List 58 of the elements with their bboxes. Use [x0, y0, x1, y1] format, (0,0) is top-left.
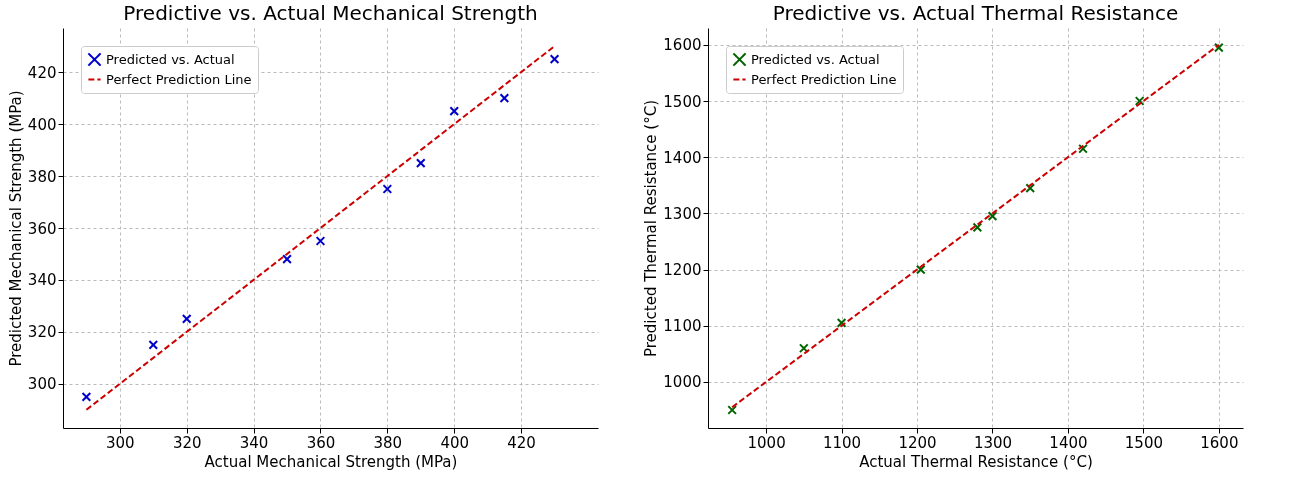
point	[1213, 42, 1224, 53]
y-tick-label: 380	[27, 167, 57, 186]
chart-title: Predictive vs. Actual Thermal Resistance	[772, 1, 1179, 25]
x-tick-label: 1400	[1049, 433, 1088, 452]
point	[915, 264, 926, 275]
y-tick-label: 320	[27, 323, 57, 342]
y-tick-label: 360	[27, 219, 57, 238]
legend-label: Predicted vs. Actual	[106, 51, 235, 67]
y-tick-label: 1200	[663, 261, 702, 280]
legend-label: Perfect Prediction Line	[751, 71, 897, 87]
point	[1078, 143, 1088, 154]
y-tick-label: 340	[27, 271, 57, 290]
y-tick-label: 1400	[663, 148, 702, 167]
point	[315, 236, 326, 246]
point	[181, 314, 192, 324]
x-tick-label: 360	[306, 433, 336, 452]
legend-label: Perfect Prediction Line	[106, 71, 252, 87]
y-tick-label: 1500	[663, 92, 702, 111]
x-axis-title: Actual Thermal Resistance (°C)	[859, 452, 1093, 471]
point	[282, 254, 292, 265]
point	[727, 405, 738, 415]
point	[798, 343, 809, 354]
y-tick-label: 420	[27, 63, 57, 82]
y-tick-label: 400	[27, 115, 57, 134]
x-tick-label: 1000	[747, 433, 786, 452]
point	[972, 222, 983, 233]
legend-label: Predicted vs. Actual	[751, 51, 880, 67]
y-tick-label: 1000	[663, 373, 702, 392]
x-tick-label: 1500	[1124, 433, 1163, 452]
point	[81, 391, 92, 402]
chart-title: Predictive vs. Actual Mechanical Strength	[123, 1, 538, 25]
y-tick-label: 1600	[663, 36, 702, 55]
x-tick-label: 380	[373, 433, 403, 452]
point	[449, 106, 460, 116]
x-tick-label: 300	[106, 433, 135, 452]
y-tick-label: 1100	[663, 317, 702, 336]
x-axis-title: Actual Mechanical Strength (MPa)	[204, 452, 458, 471]
x-tick-label: 1600	[1200, 433, 1239, 452]
point	[836, 318, 847, 328]
x-tick-label: 340	[239, 433, 269, 452]
y-tick-label: 1300	[663, 204, 702, 223]
point	[549, 54, 560, 65]
point	[987, 211, 998, 222]
x-tick-label: 400	[440, 433, 470, 452]
point	[415, 158, 426, 168]
x-tick-label: 1300	[973, 433, 1013, 452]
point	[499, 93, 510, 103]
y-tick-label: 300	[27, 375, 57, 394]
point	[1134, 96, 1145, 106]
y-axis-title: Predicted Thermal Resistance (°C)	[642, 100, 661, 357]
point	[148, 340, 159, 350]
x-tick-label: 420	[507, 433, 536, 452]
y-axis-title: Predicted Mechanical Strength (MPa)	[6, 90, 25, 367]
x-tick-label: 1200	[898, 433, 937, 452]
point	[382, 184, 393, 194]
x-tick-label: 320	[172, 433, 202, 452]
x-tick-label: 1100	[822, 433, 862, 452]
point	[1025, 183, 1036, 193]
